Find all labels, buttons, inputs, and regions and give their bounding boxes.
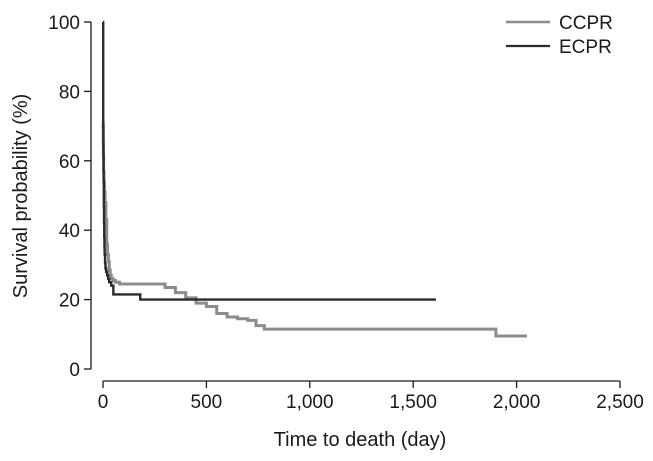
y-tick-label: 20 (59, 291, 80, 312)
x-axis-title: Time to death (day) (274, 429, 447, 451)
y-axis-title: Survival probability (%) (10, 94, 32, 299)
y-tick-label: 60 (59, 152, 80, 173)
y-tick-label: 0 (69, 360, 80, 381)
legend: CCPR ECPR (506, 13, 613, 58)
x-tick-label: 0 (98, 392, 109, 413)
x-tick-label: 1,000 (286, 392, 334, 413)
y-tick-label: 40 (59, 221, 80, 242)
y-tick-label: 100 (48, 13, 80, 34)
x-tick-label: 1,500 (389, 392, 437, 413)
legend-label-ecpr: ECPR (559, 37, 612, 58)
series-line-ecpr (102, 20, 436, 301)
series-layer (101, 20, 527, 338)
x-axis: 0 500 1,000 1,500 2,000 2,500 (98, 380, 644, 413)
legend-label-ccpr: CCPR (559, 13, 613, 34)
y-axis: 0 20 40 60 80 100 (48, 13, 92, 381)
series-line-ccpr (101, 121, 527, 338)
x-tick-label: 2,000 (493, 392, 541, 413)
x-tick-label: 500 (191, 392, 223, 413)
x-tick-label: 2,500 (596, 392, 644, 413)
y-tick-label: 80 (59, 82, 80, 103)
